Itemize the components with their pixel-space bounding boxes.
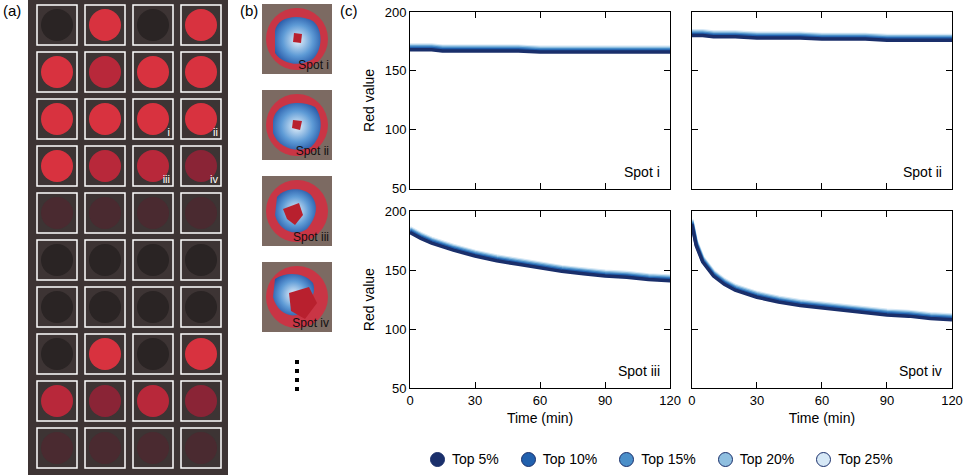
svg-text:iii: iii — [163, 173, 170, 185]
svg-text:90: 90 — [598, 393, 612, 408]
svg-text:30: 30 — [468, 393, 482, 408]
svg-text:Spot iii: Spot iii — [293, 230, 329, 244]
html-text:Top 25%: Top 25% — [838, 451, 893, 467]
svg-text:200: 200 — [385, 204, 407, 219]
svg-text:Time (min): Time (min) — [507, 410, 573, 426]
svg-text:120: 120 — [659, 393, 681, 408]
svg-text:100: 100 — [385, 322, 407, 337]
svg-text:Spot iv: Spot iv — [899, 363, 942, 379]
svg-text:Spot iii: Spot iii — [618, 363, 660, 379]
html-text:Top 10%: Top 10% — [542, 451, 598, 467]
html-text:(a): (a) — [3, 2, 22, 19]
svg-text:Spot ii: Spot ii — [296, 144, 329, 158]
svg-text:0: 0 — [688, 393, 695, 408]
svg-text:50: 50 — [392, 381, 406, 396]
svg-text:120: 120 — [941, 393, 963, 408]
html-text:Top 20%: Top 20% — [739, 451, 795, 467]
svg-text:0: 0 — [406, 393, 413, 408]
svg-text:60: 60 — [533, 393, 547, 408]
svg-text:Red value: Red value — [361, 69, 377, 132]
svg-text:150: 150 — [385, 263, 407, 278]
html-text:(b): (b) — [240, 2, 259, 19]
svg-text:90: 90 — [880, 393, 894, 408]
svg-text:Spot i: Spot i — [298, 58, 329, 72]
svg-text:200: 200 — [385, 5, 407, 20]
svg-text:100: 100 — [385, 122, 407, 137]
svg-text:60: 60 — [815, 393, 829, 408]
svg-text:50: 50 — [392, 181, 406, 196]
svg-text:30: 30 — [750, 393, 764, 408]
svg-text:iv: iv — [210, 173, 218, 185]
svg-text:Time (min): Time (min) — [789, 410, 855, 426]
svg-text:Spot ii: Spot ii — [903, 164, 942, 180]
html-text:Top 15%: Top 15% — [641, 451, 696, 467]
svg-text:Spot iv: Spot iv — [292, 316, 329, 330]
html-text:Top 5%: Top 5% — [452, 451, 499, 467]
svg-text:ii: ii — [213, 126, 218, 138]
svg-text:Red value: Red value — [361, 268, 377, 331]
html-text:(c): (c) — [340, 2, 358, 19]
svg-text:Spot i: Spot i — [624, 164, 660, 180]
svg-text:i: i — [168, 126, 170, 138]
svg-text:150: 150 — [385, 63, 407, 78]
